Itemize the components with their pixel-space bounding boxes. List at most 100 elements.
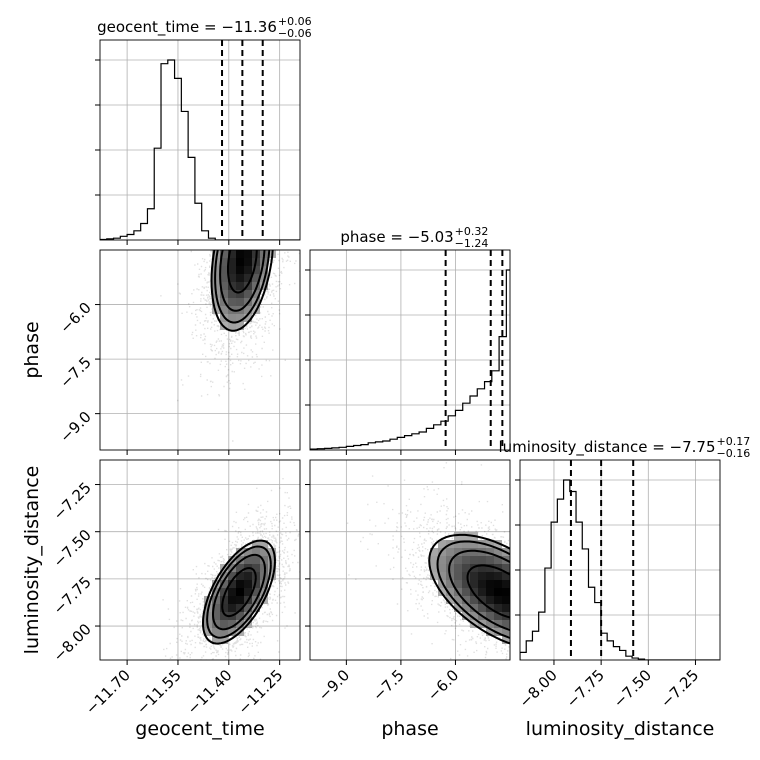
density-cell <box>478 556 486 564</box>
density-cell <box>260 580 268 588</box>
density-cell <box>228 596 236 604</box>
density-cell <box>462 572 470 580</box>
density-cell <box>260 540 268 548</box>
density-cell <box>228 556 236 564</box>
density-cell <box>244 588 252 596</box>
density-cell <box>228 274 236 282</box>
density-cell <box>478 596 486 604</box>
density-cell <box>268 548 276 556</box>
density-cell <box>244 290 252 298</box>
density-cell <box>486 628 494 636</box>
title-geocent_time-sup: +0.06 <box>278 15 312 28</box>
density-cell <box>228 298 236 306</box>
contour-1 <box>219 250 266 312</box>
density-cell <box>212 580 220 588</box>
density-cell <box>494 572 502 580</box>
density-cell <box>252 564 260 572</box>
density-cell <box>228 250 236 258</box>
panel-geocent_time-vs-phase <box>100 250 300 450</box>
density-cell <box>260 266 268 274</box>
density-cell <box>244 548 252 556</box>
ytick-label-phase-1: −7.5 <box>56 353 94 391</box>
contour-1 <box>448 549 510 632</box>
title-phase-sup: +0.32 <box>455 225 489 238</box>
title-luminosity_distance-sup: +0.17 <box>717 435 751 448</box>
density-cell <box>486 580 494 588</box>
density-cell <box>228 620 236 628</box>
density-cell <box>268 564 276 572</box>
density-cell <box>454 596 462 604</box>
density-cell <box>454 556 462 564</box>
density-cell <box>462 540 470 548</box>
density-cell <box>228 572 236 580</box>
density-cell <box>252 588 260 596</box>
density-cell <box>494 548 502 556</box>
density-cell <box>486 540 494 548</box>
density-cell <box>478 564 486 572</box>
density-cell <box>244 306 252 314</box>
density-cell <box>244 612 252 620</box>
density-cell <box>486 596 494 604</box>
density-cell <box>220 282 228 290</box>
density-cell <box>470 596 478 604</box>
density-cell <box>502 628 510 636</box>
density-cell <box>236 572 244 580</box>
density-cell <box>236 258 244 266</box>
title-luminosity_distance-sub: −0.16 <box>717 447 751 460</box>
ylabel-luminosity_distance: luminosity_distance <box>21 466 43 655</box>
density-cell <box>236 266 244 274</box>
density-cell <box>220 274 228 282</box>
density-cell <box>212 250 220 258</box>
contour-2 <box>436 540 510 639</box>
density-cell <box>446 588 454 596</box>
density-cell <box>252 266 260 274</box>
density-cell <box>462 604 470 612</box>
hist-luminosity_distance-frame <box>519 459 721 661</box>
density-cell <box>268 556 276 564</box>
density-cell <box>462 588 470 596</box>
panel-phase-vs-luminosity_distance <box>310 460 510 660</box>
density-cell <box>204 628 212 636</box>
xtick-label-luminosity_distance-3: −7.25 <box>657 666 702 711</box>
density-cell <box>252 290 260 298</box>
density-cell <box>462 564 470 572</box>
xlabel-geocent_time: geocent_time <box>135 718 264 740</box>
density-cell <box>220 612 228 620</box>
density-cell <box>438 572 446 580</box>
ytick-label-phase-0: −9.0 <box>56 408 94 446</box>
density-cell <box>470 556 478 564</box>
xtick-label-geocent_time-2: −11.40 <box>184 666 236 718</box>
title-luminosity_distance: luminosity_distance = −7.75 <box>498 438 715 457</box>
density-cell <box>454 564 462 572</box>
density-cell <box>494 580 502 588</box>
density-cell <box>236 556 244 564</box>
density-cell <box>462 556 470 564</box>
contour-0 <box>221 567 257 618</box>
density-cell <box>220 588 228 596</box>
density-cell <box>220 572 228 580</box>
density-cell <box>252 556 260 564</box>
density-cell <box>494 596 502 604</box>
density-cell <box>212 604 220 612</box>
density-cell <box>486 556 494 564</box>
contour-3 <box>201 539 276 645</box>
density-cell <box>502 620 510 628</box>
density-cell <box>228 604 236 612</box>
density-cell <box>478 572 486 580</box>
title-phase: phase = −5.03 <box>340 228 453 246</box>
density-cell <box>470 604 478 612</box>
xtick-label-geocent_time-3: −11.25 <box>235 666 287 718</box>
density-cell <box>244 258 252 266</box>
density-cell <box>236 290 244 298</box>
ytick-label-luminosity_distance-3: −7.25 <box>50 479 95 524</box>
hist-luminosity_distance-steps <box>520 479 720 660</box>
density-cell <box>454 604 462 612</box>
hist-phase-steps <box>310 269 510 450</box>
density-cell <box>502 572 510 580</box>
density-cell <box>236 274 244 282</box>
density-cell <box>236 620 244 628</box>
density-cell <box>430 548 438 556</box>
xlabel-phase: phase <box>381 718 438 740</box>
density-cell <box>212 628 220 636</box>
